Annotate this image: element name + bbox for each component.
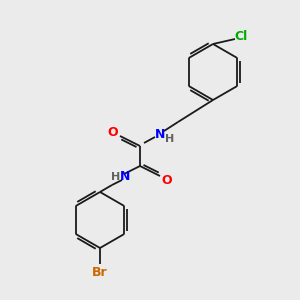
Text: N: N bbox=[120, 169, 130, 182]
Text: H: H bbox=[165, 134, 175, 144]
Text: Cl: Cl bbox=[234, 31, 248, 44]
Text: Br: Br bbox=[92, 266, 108, 278]
Text: H: H bbox=[111, 172, 121, 182]
Text: O: O bbox=[108, 125, 118, 139]
Text: N: N bbox=[155, 128, 165, 140]
Text: O: O bbox=[162, 173, 172, 187]
